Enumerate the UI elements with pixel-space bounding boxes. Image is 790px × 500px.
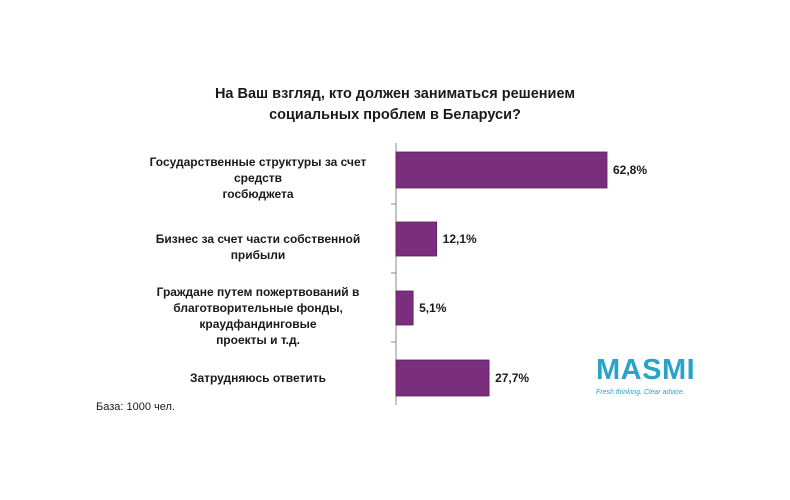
chart-title-line-2: социальных проблем в Беларуси? xyxy=(269,107,521,123)
category-label-4: Затрудняюсь ответить xyxy=(133,370,383,386)
chart-title-line-1: На Ваш взгляд, кто должен заниматься реш… xyxy=(214,86,576,102)
data-label-4: 27,7% xyxy=(495,371,529,385)
category-label-1-line-1: Государственные структуры за счет средст… xyxy=(149,155,367,185)
data-label-1: 62,8% xyxy=(613,163,647,177)
base-footnote: База: 1000 чел. xyxy=(96,401,175,413)
category-label-3-line-2: благотворительные фонды, краудфандинговы… xyxy=(173,301,343,331)
category-label-4-line-1: Затрудняюсь ответить xyxy=(189,371,327,385)
category-label-3-line-3: проекты и т.д. xyxy=(216,333,300,347)
bar-4 xyxy=(395,359,490,397)
bar-3 xyxy=(395,290,414,326)
category-label-3-line-1: Граждане путем пожертвований в xyxy=(156,285,360,299)
category-label-2: Бизнес за счет части собственной прибыли xyxy=(133,231,383,263)
category-label-3: Граждане путем пожертвований в благотвори… xyxy=(133,284,383,348)
logo-wordmark: MASMI xyxy=(596,354,696,386)
category-label-1: Государственные структуры за счет средст… xyxy=(133,154,383,202)
category-label-1-line-2: госбюджета xyxy=(222,187,294,201)
bar-2 xyxy=(395,221,438,257)
masmi-logo: MASMI Fresh thinking. Clear advice. xyxy=(596,354,696,396)
chart-title: На Ваш взгляд, кто должен заниматься реш… xyxy=(190,84,600,126)
logo-tagline: Fresh thinking. Clear advice. xyxy=(596,389,685,396)
category-label-2-line-1: Бизнес за счет части собственной прибыли xyxy=(155,232,361,262)
data-label-2: 12,1% xyxy=(443,232,477,246)
data-label-3: 5,1% xyxy=(419,301,447,315)
bar-1 xyxy=(395,151,608,189)
